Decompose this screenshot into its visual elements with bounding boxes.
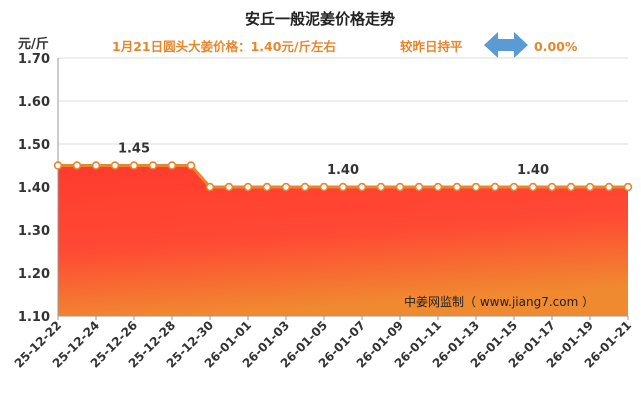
data-label: 1.40 (517, 163, 549, 178)
data-point (585, 182, 595, 192)
data-points (53, 161, 633, 192)
data-point (528, 182, 538, 192)
y-tick-label: 1.60 (18, 95, 50, 110)
data-point (167, 161, 177, 170)
data-point (262, 182, 272, 192)
data-point (281, 182, 291, 192)
data-point (205, 182, 215, 192)
area-fill (58, 165, 628, 316)
data-point (72, 161, 82, 170)
data-point (243, 182, 253, 192)
data-labels: 1.45 1.40 1.40 (118, 142, 549, 179)
data-point (91, 161, 101, 170)
data-point (148, 161, 158, 170)
data-label: 1.40 (327, 163, 359, 178)
data-point (509, 182, 519, 192)
area-shape (58, 165, 628, 316)
data-point (433, 182, 443, 192)
y-axis-unit: 元/斤 (18, 36, 49, 52)
y-tick-label: 1.50 (18, 138, 50, 153)
x-tick-labels: 25-12-2225-12-2425-12-2625-12-2825-12-30… (12, 318, 634, 370)
y-tick-label: 1.30 (18, 224, 50, 239)
subtitle-change: 较昨日持平 (400, 39, 463, 54)
data-point (471, 182, 481, 192)
watermark: 中姜网监制（ www.jiang7.com ） (404, 294, 594, 309)
data-point (547, 182, 557, 192)
data-point (319, 182, 329, 192)
data-point (566, 182, 576, 192)
y-tick-label: 1.10 (18, 310, 50, 325)
y-tick-labels: 1.10 1.20 1.30 1.40 1.50 1.60 1.70 (18, 52, 50, 325)
data-point (395, 182, 405, 192)
data-point (129, 161, 139, 170)
subtitle-percent: 0.00% (534, 39, 578, 54)
data-point (300, 182, 310, 192)
data-point (490, 182, 500, 192)
y-tick-label: 1.40 (18, 181, 50, 196)
subtitle-price: 1月21日圆头大姜价格：1.40元/斤左右 (112, 39, 336, 54)
data-point (357, 182, 367, 192)
y-tick-label: 1.20 (18, 267, 50, 282)
data-point (53, 161, 63, 170)
data-label: 1.45 (118, 142, 150, 157)
data-point (110, 161, 120, 170)
data-point (623, 182, 633, 192)
y-tick-label: 1.70 (18, 52, 50, 67)
data-point (186, 161, 196, 170)
data-point (414, 182, 424, 192)
axes (57, 58, 629, 320)
data-point (224, 182, 234, 192)
double-arrow-icon (484, 32, 528, 58)
data-point (604, 182, 614, 192)
chart-title: 安丘一般泥姜价格走势 (245, 10, 395, 28)
data-point (376, 182, 386, 192)
data-point (452, 182, 462, 192)
data-point (338, 182, 348, 192)
